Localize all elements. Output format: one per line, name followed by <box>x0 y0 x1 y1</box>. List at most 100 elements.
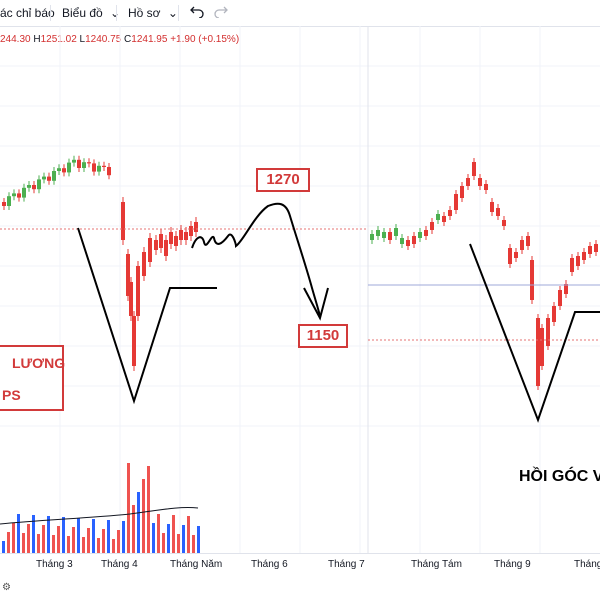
candle-body <box>594 244 598 252</box>
candle-body <box>67 162 71 173</box>
candle-body <box>87 162 91 164</box>
volume-bar <box>142 479 145 553</box>
candle-body <box>184 232 188 240</box>
time-axis <box>0 553 600 601</box>
time-axis-label: Tháng 3 <box>36 559 73 570</box>
candle-body <box>22 187 26 198</box>
volume-bar <box>112 539 115 553</box>
left-note-line2: PS <box>2 387 21 403</box>
candle-body <box>588 246 592 254</box>
candle-body <box>169 232 173 244</box>
candle-body <box>552 306 556 322</box>
candle-body <box>430 222 434 230</box>
volume-bar <box>137 492 140 553</box>
candle-body <box>164 240 168 256</box>
candle-body <box>12 193 16 197</box>
close-label: C <box>124 34 132 45</box>
volume-bar <box>127 463 130 553</box>
volume-bar <box>167 524 170 553</box>
projection-curve <box>191 202 321 317</box>
candle-body <box>77 159 81 168</box>
candle-body <box>2 202 6 206</box>
candle-body <box>154 240 158 250</box>
candle-body <box>126 254 130 296</box>
right-title: HỒI GÓC V <box>519 468 600 485</box>
candle-body <box>400 238 404 244</box>
candle-body <box>520 240 524 250</box>
left-note-line1: LƯƠNG <box>12 355 66 371</box>
redo-icon[interactable] <box>214 4 228 21</box>
candle-body <box>496 208 500 216</box>
candle-body <box>42 176 46 180</box>
candle-body <box>102 165 106 167</box>
candle-body <box>382 232 386 238</box>
volume-bar <box>87 528 90 553</box>
close-value: 1241.95 <box>131 34 168 45</box>
high-value: 1251.02 <box>40 34 77 45</box>
chevron-down-icon: ⌄ <box>110 6 120 20</box>
chart-grid <box>0 26 600 553</box>
volume-bar <box>12 523 15 553</box>
candle-body <box>376 230 380 236</box>
candle-body <box>526 236 530 246</box>
volume-bar <box>57 526 60 553</box>
candle-body <box>558 290 562 306</box>
toolbar-divider <box>50 5 51 21</box>
candle-body <box>436 214 440 220</box>
chart-menu-button[interactable]: Biểu đồ ⌄ <box>62 6 120 20</box>
left-note-box: LƯƠNG PS <box>0 345 66 411</box>
low-value: 1240.75 <box>85 34 122 45</box>
candle-body <box>37 179 41 190</box>
settings-icon[interactable]: ⚙ <box>2 582 11 593</box>
profile-menu-label: Hồ sơ <box>128 6 161 20</box>
candle-body <box>424 230 428 236</box>
time-axis-label: Tháng Tám <box>411 559 462 570</box>
volume-bar <box>117 530 120 553</box>
price-chart[interactable] <box>0 26 600 553</box>
volume-bar <box>97 538 100 553</box>
candle-body <box>129 282 133 316</box>
candle-body <box>7 196 11 206</box>
candle-body <box>466 178 470 186</box>
profile-menu-button[interactable]: Hồ sơ ⌄ <box>128 6 178 20</box>
volume-bar <box>157 514 160 553</box>
volume-bar <box>82 537 85 553</box>
target-high-label: 1270 <box>256 168 310 192</box>
change-value: +1.90 (+0.15%) <box>170 34 240 45</box>
candle-body <box>97 165 101 172</box>
target-low-label: 1150 <box>298 324 348 348</box>
candle-body <box>121 202 125 240</box>
volume-bar <box>37 534 40 553</box>
undo-icon[interactable] <box>190 4 204 21</box>
volume-bar <box>187 516 190 553</box>
candle-body <box>62 168 66 173</box>
candle-body <box>454 194 458 210</box>
volume-bar <box>27 524 30 553</box>
candle-body <box>530 260 534 300</box>
time-axis-label: Tháng 4 <box>101 559 138 570</box>
candle-body <box>174 236 178 246</box>
time-axis-label: Tháng Năm <box>170 559 223 570</box>
candle-body <box>536 318 540 386</box>
volume-bar <box>192 535 195 553</box>
candle-body <box>412 236 416 244</box>
candle-body <box>576 256 580 266</box>
arrow-head <box>303 287 329 321</box>
volume-bar <box>182 525 185 553</box>
candle-body <box>179 230 183 240</box>
ohlc-legend: 244.30 H1251.02 L1240.75 C1241.95 +1.90 … <box>0 34 239 45</box>
volume-bar <box>197 526 200 553</box>
indicators-button[interactable]: ác chỉ báo <box>0 6 55 20</box>
candle-body <box>460 186 464 198</box>
candle-body <box>194 222 198 232</box>
drawing-layer <box>0 202 600 423</box>
chevron-down-icon: ⌄ <box>167 6 178 20</box>
candle-body <box>490 202 494 212</box>
volume-bar <box>172 515 175 553</box>
candle-body <box>540 328 544 366</box>
volume-bar <box>17 514 20 553</box>
low-label: L <box>79 34 86 45</box>
candle-body <box>472 162 476 176</box>
volume-bar <box>107 520 110 553</box>
candle-body <box>418 232 422 238</box>
